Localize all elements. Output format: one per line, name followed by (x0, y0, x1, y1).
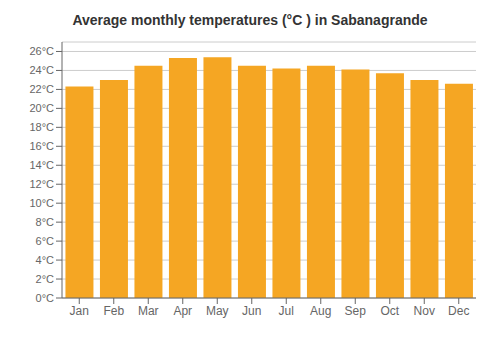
svg-text:26°C: 26°C (29, 45, 54, 57)
svg-text:Apr: Apr (173, 304, 192, 318)
svg-text:Mar: Mar (138, 304, 159, 318)
svg-text:14°C: 14°C (29, 159, 54, 171)
svg-text:Jun: Jun (242, 304, 261, 318)
svg-text:0°C: 0°C (36, 292, 55, 304)
html-text:Average monthly temperatures (: Average monthly temperatures (°C ) in Sa… (72, 12, 428, 28)
svg-text:6°C: 6°C (36, 235, 55, 247)
svg-text:2°C: 2°C (36, 273, 55, 285)
svg-text:Oct: Oct (380, 304, 399, 318)
svg-text:Nov: Nov (414, 304, 435, 318)
svg-text:4°C: 4°C (36, 254, 55, 266)
svg-text:Dec: Dec (448, 304, 469, 318)
svg-text:10°C: 10°C (29, 197, 54, 209)
svg-text:Aug: Aug (310, 304, 331, 318)
svg-text:May: May (206, 304, 229, 318)
svg-text:Jan: Jan (70, 304, 89, 318)
svg-text:8°C: 8°C (36, 216, 55, 228)
svg-text:16°C: 16°C (29, 140, 54, 152)
svg-text:18°C: 18°C (29, 121, 54, 133)
svg-text:20°C: 20°C (29, 102, 54, 114)
svg-text:Sep: Sep (345, 304, 367, 318)
svg-text:22°C: 22°C (29, 83, 54, 95)
svg-text:24°C: 24°C (29, 64, 54, 76)
svg-text:12°C: 12°C (29, 178, 54, 190)
svg-text:Feb: Feb (103, 304, 124, 318)
svg-text:Jul: Jul (279, 304, 294, 318)
